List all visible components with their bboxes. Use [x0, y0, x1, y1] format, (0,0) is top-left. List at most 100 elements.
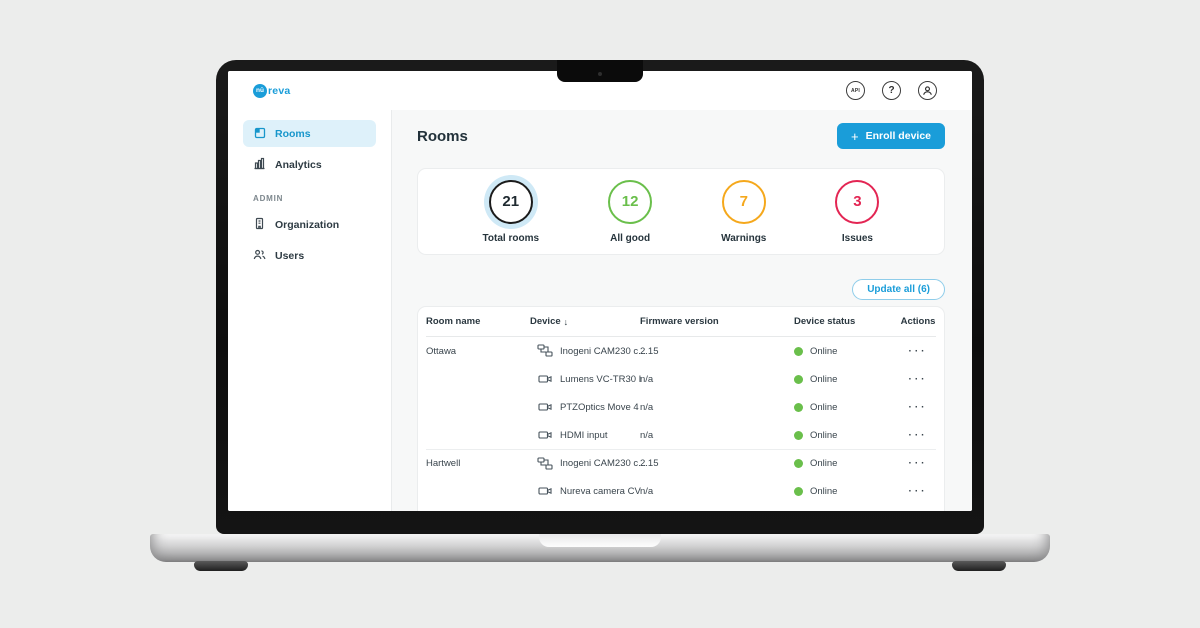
stat-total-rooms[interactable]: 21 Total rooms	[482, 179, 540, 244]
sidebar: Rooms Analytics ADMIN	[228, 110, 392, 511]
sidebar-item-label: Users	[275, 249, 305, 262]
sort-desc-icon: ↓	[563, 316, 569, 327]
device-name: Inogeni CAM230 c...	[560, 345, 647, 357]
sidebar-item-analytics[interactable]: Analytics	[243, 151, 376, 178]
row-actions-menu[interactable]: ···	[908, 401, 928, 413]
camera-icon	[530, 373, 560, 385]
status-label: Online	[810, 485, 838, 497]
laptop-foot	[194, 561, 248, 571]
status-label: Online	[810, 429, 838, 441]
stat-all-good-label: All good	[610, 232, 651, 244]
organization-icon	[253, 217, 266, 233]
stat-all-good[interactable]: 12 All good	[608, 179, 653, 244]
stat-all-good-value: 12	[608, 179, 653, 224]
stat-issues-label: Issues	[841, 232, 873, 244]
status-label: Online	[810, 458, 838, 469]
firmware-cell: n/a	[640, 373, 654, 385]
sidebar-item-label: Organization	[275, 218, 340, 231]
webcam-dot	[598, 72, 602, 76]
app-body: Rooms Analytics ADMIN	[228, 110, 972, 511]
device-cell: Inogeni CAM230 c...	[530, 456, 646, 471]
firmware-cell: n/a	[640, 429, 654, 441]
account-icon[interactable]	[918, 81, 937, 100]
room-status-summary: 21 Total rooms 12 All good 7 Warnings 3 …	[417, 168, 945, 255]
rooms-icon	[253, 126, 266, 142]
row-actions-menu[interactable]: ···	[908, 345, 928, 357]
column-device-status: Device status	[794, 316, 856, 327]
topbar-icons: API ?	[846, 81, 937, 100]
device-cell: Nureva camera CV	[530, 485, 641, 497]
sidebar-item-rooms[interactable]: Rooms	[243, 120, 376, 147]
sidebar-item-users[interactable]: Users	[243, 242, 376, 269]
lid-notch	[539, 534, 661, 547]
device-name: Lumens VC-TR30 I	[560, 373, 642, 385]
stat-issues[interactable]: 3 Issues	[835, 179, 880, 244]
status-label: Online	[810, 401, 838, 413]
camera-icon	[530, 485, 560, 497]
status-label: Online	[810, 345, 838, 357]
device-name: PTZOptics Move 4	[560, 401, 639, 413]
table-row[interactable]: Ottawa Inogeni CAM230 c... 2.15	[426, 337, 936, 365]
stat-total-rooms-value: 21	[488, 179, 533, 224]
users-icon	[253, 248, 266, 264]
status-cell: Online	[794, 486, 891, 497]
device-name: Inogeni CAM230 c...	[560, 458, 647, 469]
sidebar-item-label: Analytics	[275, 158, 322, 171]
online-status-dot	[794, 486, 803, 496]
logo-wordmark: reva	[268, 84, 291, 97]
sidebar-section-admin: ADMIN	[253, 194, 284, 203]
status-cell: Online	[794, 346, 891, 357]
device-group-icon	[530, 456, 560, 471]
laptop-foot	[952, 561, 1006, 571]
device-cell: Lumens VC-TR30 I	[530, 373, 642, 385]
update-all-button[interactable]: Update all (6)	[852, 279, 945, 300]
online-status-dot	[794, 459, 803, 468]
stat-warnings[interactable]: 7 Warnings	[721, 179, 767, 244]
device-group-icon	[530, 344, 560, 358]
firmware-cell: 2.15	[640, 458, 659, 469]
plus-icon: +	[851, 128, 859, 144]
api-icon[interactable]: API	[846, 81, 865, 100]
table-row[interactable]: Hartwell Inogeni CAM230 c... 2.15	[426, 449, 936, 477]
status-label: Online	[810, 373, 838, 385]
laptop-screen: nū reva API ?	[228, 71, 972, 511]
row-actions-menu[interactable]: ···	[908, 458, 928, 469]
row-actions-menu[interactable]: ···	[908, 485, 928, 497]
column-device[interactable]: Device ↓	[530, 316, 569, 327]
column-firmware: Firmware version	[640, 316, 719, 327]
table-row[interactable]: HDMI input n/a Online ···	[426, 421, 936, 449]
row-actions-menu[interactable]: ···	[908, 373, 928, 385]
logo-circle: nū	[253, 83, 267, 98]
stat-warnings-label: Warnings	[721, 232, 767, 244]
table-row[interactable]: Lumens VC-TR30 I n/a Online ···	[426, 365, 936, 393]
page-header: Rooms + Enroll device	[417, 123, 945, 149]
status-cell: Online	[794, 402, 891, 413]
table-row-partial[interactable]	[426, 505, 936, 511]
online-status-dot	[794, 402, 803, 412]
stat-warnings-value: 7	[721, 179, 766, 224]
room-name-cell: Hartwell	[426, 458, 461, 469]
table-row[interactable]: Nureva camera CV n/a Online ···	[426, 477, 936, 505]
stat-total-rooms-label: Total rooms	[482, 232, 540, 244]
device-name: HDMI input	[560, 429, 608, 441]
sidebar-item-organization[interactable]: Organization	[243, 211, 376, 238]
camera-notch	[557, 60, 643, 82]
online-status-dot	[794, 374, 803, 384]
status-cell: Online	[794, 430, 891, 441]
main-content: Rooms + Enroll device 21 Total rooms 12 …	[392, 110, 972, 511]
sidebar-item-label: Rooms	[275, 127, 311, 140]
firmware-cell: n/a	[640, 485, 654, 497]
room-name-cell: Ottawa	[426, 345, 457, 357]
row-actions-menu[interactable]: ···	[908, 429, 928, 441]
table-actions: Update all (6)	[417, 279, 945, 300]
device-cell: PTZOptics Move 4	[530, 401, 640, 413]
help-icon[interactable]: ?	[882, 81, 901, 100]
camera-icon	[530, 401, 560, 413]
device-cell: HDMI input	[530, 429, 640, 441]
enroll-device-button[interactable]: + Enroll device	[837, 123, 945, 149]
status-cell: Online	[794, 458, 891, 469]
table-row[interactable]: PTZOptics Move 4 n/a Online ···	[426, 393, 936, 421]
firmware-cell: 2.15	[640, 345, 659, 357]
online-status-dot	[794, 346, 803, 356]
nureva-logo[interactable]: nū reva	[253, 83, 291, 98]
